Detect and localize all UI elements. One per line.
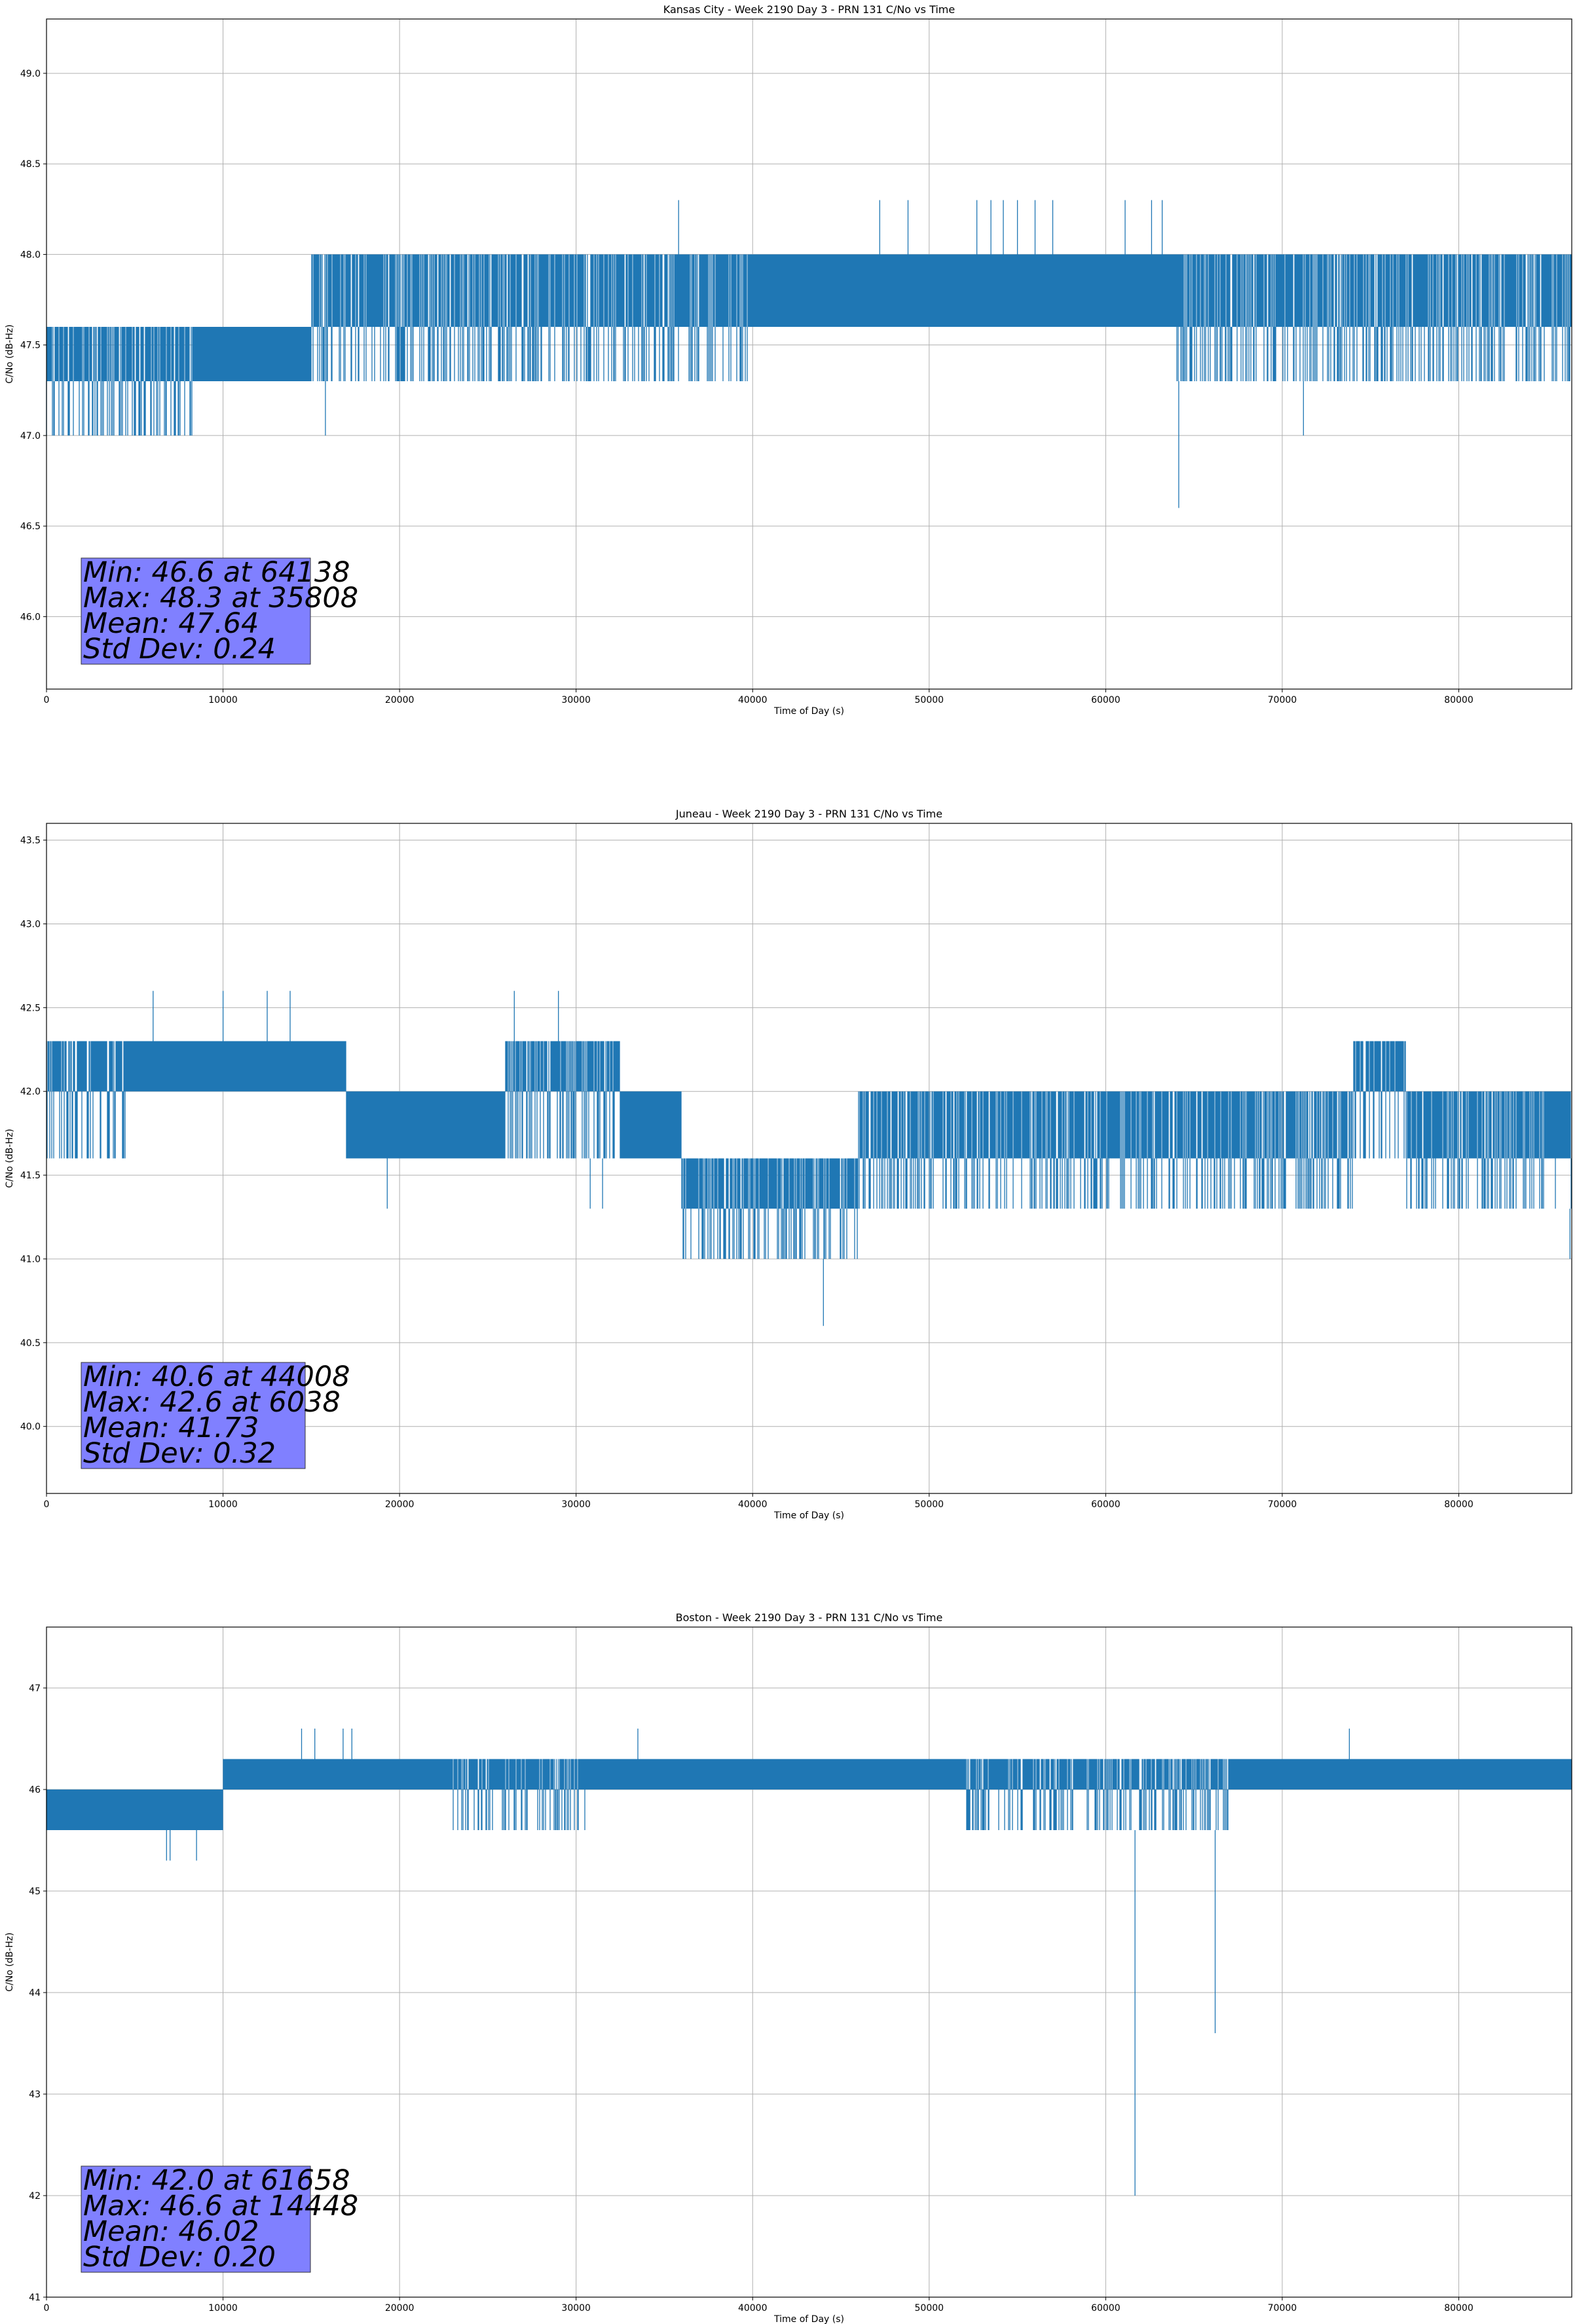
chart-title: Boston - Week 2190 Day 3 - PRN 131 C/No … [676, 1611, 943, 1624]
x-tick-label: 30000 [561, 2303, 591, 2314]
x-tick-label: 10000 [208, 2303, 238, 2314]
cno-series-line [46, 990, 1572, 1326]
stats-line: Mean: 46.02 [83, 2215, 259, 2248]
stats-line: Std Dev: 0.32 [83, 1437, 276, 1470]
x-tick-label: 60000 [1091, 695, 1121, 705]
y-tick-label: 47.5 [20, 341, 41, 351]
stats-line: Max: 48.3 at 35808 [83, 582, 358, 614]
stats-line: Min: 46.6 at 64138 [83, 556, 350, 589]
x-tick-label: 10000 [208, 695, 238, 705]
x-tick-label: 70000 [1268, 695, 1297, 705]
y-tick-label: 42 [29, 2191, 41, 2202]
y-tick-label: 40.5 [20, 1338, 41, 1349]
y-tick-label: 41 [29, 2293, 41, 2303]
y-tick-label: 47 [29, 1683, 41, 1694]
x-tick-label: 50000 [915, 2303, 944, 2314]
y-axis-label: C/No (dB-Hz) [5, 324, 15, 383]
plot-frame [46, 1626, 1572, 2298]
stats-line: Std Dev: 0.24 [83, 633, 276, 665]
x-tick-label: 70000 [1268, 2303, 1297, 2314]
y-tick-label: 48.5 [20, 159, 41, 170]
stats-line: Std Dev: 0.20 [83, 2241, 276, 2274]
chart-title: Kansas City - Week 2190 Day 3 - PRN 131 … [663, 3, 955, 16]
x-tick-label: 0 [44, 695, 50, 705]
x-tick-label: 80000 [1444, 695, 1474, 705]
chart-panel-1: 0 10000 20000 30000 40000 50000 60000 70000 8000… [5, 3, 1572, 717]
y-tick-label: 45 [29, 1886, 41, 1897]
x-tick-label: 20000 [385, 2303, 415, 2314]
chart-panel-3: 0 10000 20000 30000 40000 50000 60000 70000 8000… [5, 1611, 1572, 2324]
x-tick-label: 30000 [561, 1499, 591, 1510]
stats-line: Mean: 41.73 [83, 1412, 259, 1444]
y-tick-label: 46.0 [20, 612, 41, 622]
y-tick-label: 41.5 [20, 1171, 41, 1181]
y-tick-label: 48.0 [20, 250, 41, 260]
stats-box [81, 2165, 311, 2273]
x-tick-label: 20000 [385, 695, 415, 705]
x-tick-label: 40000 [738, 2303, 768, 2314]
x-tick-label: 40000 [738, 695, 768, 705]
x-axis-label: Time of Day (s) [773, 2314, 844, 2324]
stats-line: Min: 40.6 at 44008 [83, 1360, 350, 1393]
y-tick-label: 42.0 [20, 1087, 41, 1097]
y-axis-label: C/No (dB-Hz) [5, 1932, 15, 1991]
y-tick-label: 44 [29, 1988, 41, 1998]
cno-series-line [46, 1729, 1572, 2196]
x-axis-label: Time of Day (s) [773, 1510, 844, 1521]
x-tick-label: 60000 [1091, 1499, 1121, 1510]
x-tick-label: 50000 [915, 695, 944, 705]
stats-box [81, 557, 311, 665]
y-tick-label: 46 [29, 1785, 41, 1795]
y-tick-label: 49.0 [20, 69, 41, 79]
y-tick-label: 43.5 [20, 836, 41, 846]
stats-line: Max: 42.6 at 6038 [83, 1386, 341, 1419]
x-tick-label: 20000 [385, 1499, 415, 1510]
x-tick-label: 30000 [561, 695, 591, 705]
x-tick-label: 40000 [738, 1499, 768, 1510]
y-axis-label: C/No (dB-Hz) [5, 1129, 15, 1188]
cno-series-line [46, 200, 1572, 508]
x-tick-label: 0 [44, 1499, 50, 1510]
plot-frame [46, 18, 1572, 690]
plot-frame [46, 823, 1572, 1494]
chart-panel-2: 0 10000 20000 30000 40000 50000 60000 70000 8000… [5, 808, 1572, 1521]
stats-line: Max: 46.6 at 14448 [83, 2190, 358, 2222]
x-tick-label: 70000 [1268, 1499, 1297, 1510]
x-axis-label: Time of Day (s) [773, 706, 844, 717]
x-tick-label: 60000 [1091, 2303, 1121, 2314]
y-tick-label: 43.0 [20, 919, 41, 929]
y-tick-label: 46.5 [20, 521, 41, 532]
y-tick-label: 42.5 [20, 1003, 41, 1013]
x-tick-label: 80000 [1444, 2303, 1474, 2314]
y-tick-label: 41.0 [20, 1254, 41, 1265]
chart-title: Juneau - Week 2190 Day 3 - PRN 131 C/No … [675, 808, 942, 820]
x-tick-label: 50000 [915, 1499, 944, 1510]
stats-line: Mean: 47.64 [83, 607, 259, 640]
y-tick-label: 47.0 [20, 431, 41, 441]
y-tick-label: 43 [29, 2090, 41, 2100]
x-tick-label: 0 [44, 2303, 50, 2314]
x-tick-label: 80000 [1444, 1499, 1474, 1510]
y-tick-label: 40.0 [20, 1422, 41, 1433]
stats-line: Min: 42.0 at 61658 [83, 2164, 350, 2197]
stats-box [81, 1362, 306, 1469]
x-tick-label: 10000 [208, 1499, 238, 1510]
